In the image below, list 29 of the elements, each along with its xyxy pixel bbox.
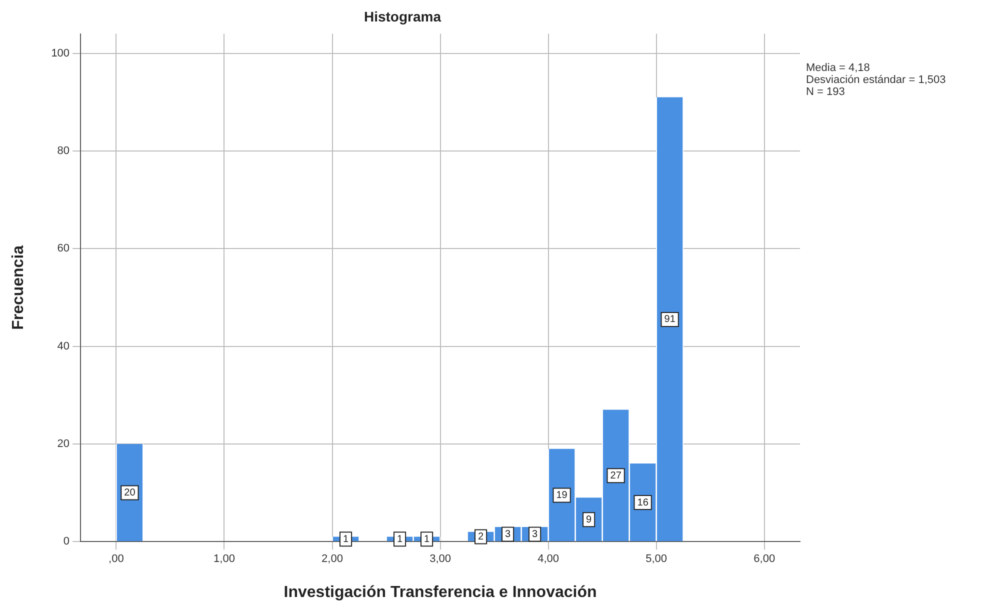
data-label: 3 (532, 529, 538, 540)
text: Media = 4,18 Desviación estándar = 1,503 N = 193 (806, 62, 946, 98)
y-tick-label: 100 (51, 47, 70, 60)
data-label: 19 (556, 490, 568, 501)
data-label: 1 (396, 534, 403, 545)
y-axis-title: Frecuencia (10, 245, 28, 330)
x-tick-label: 1,00 (214, 553, 235, 566)
data-label: 27 (610, 470, 622, 482)
y-tick-label: 40 (57, 340, 70, 352)
x-tick-label: 6,00 (754, 553, 776, 566)
data-label: 91 (664, 314, 676, 326)
x-tick-label: 5,00 (646, 553, 668, 566)
y-tick-label: 0 (63, 536, 70, 548)
y-tick-label: 20 (57, 438, 70, 450)
data-label: 3 (505, 529, 512, 540)
data-label: 2 (478, 531, 484, 542)
data-label: 1 (342, 534, 349, 545)
x-tick-label: 4,00 (538, 553, 560, 566)
data-label: 16 (637, 497, 649, 508)
y-tick-label: 60 (57, 242, 70, 255)
data-label: 1 (424, 534, 430, 545)
data-label: 20 (124, 488, 136, 499)
x-tick-label: 2,00 (322, 553, 343, 566)
x-tick-label: 3,00 (430, 553, 451, 566)
x-axis-title: Investigación Transferencia e Innovación (284, 584, 597, 601)
x-tick-label: ,00 (108, 553, 124, 566)
chart-title: Histograma (364, 8, 442, 24)
data-label: 9 (586, 514, 592, 526)
y-tick-label: 80 (57, 145, 70, 158)
